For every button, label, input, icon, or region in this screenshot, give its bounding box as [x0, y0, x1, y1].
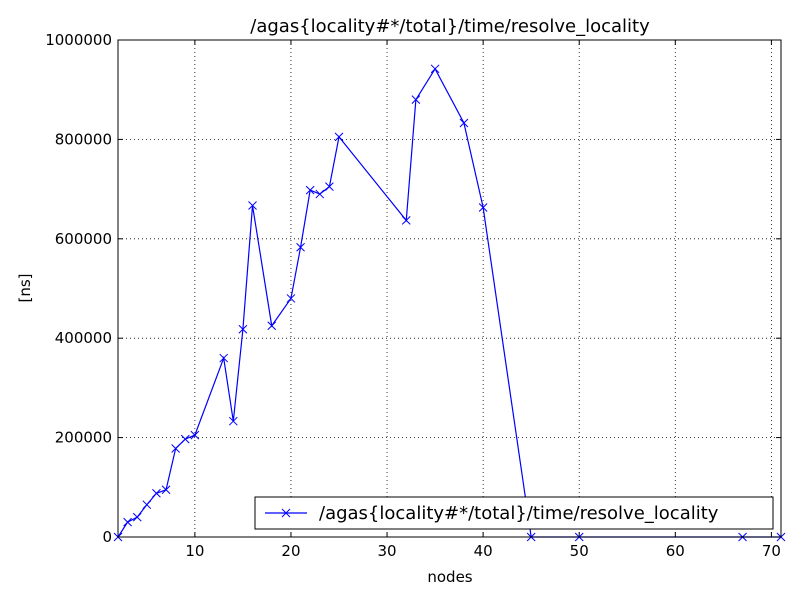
x-axis-label: nodes [427, 568, 472, 586]
data-point [132, 512, 142, 522]
data-point [459, 118, 469, 128]
data-point [171, 444, 181, 453]
data-point [267, 321, 277, 331]
x-tick-label: 40 [474, 542, 493, 560]
data-point [123, 517, 132, 527]
data-point [228, 416, 238, 426]
legend-label: /agas{locality#*/total}/time/resolve_loc… [319, 503, 719, 524]
y-tick-label: 400000 [55, 329, 112, 347]
y-axis-label: [ns] [16, 273, 34, 302]
data-point [219, 353, 229, 363]
data-point [325, 182, 334, 191]
legend-box [254, 496, 774, 530]
data-point [305, 185, 315, 195]
x-tick-label: 20 [281, 542, 300, 560]
data-point [180, 434, 190, 444]
x-tick-label: 10 [185, 542, 204, 560]
plot-frame [117, 39, 782, 538]
data-point [152, 488, 161, 498]
data-point [286, 294, 296, 303]
x-tick-label: 30 [377, 542, 396, 560]
data-point [411, 95, 421, 104]
y-tick-label: 1000000 [45, 31, 112, 49]
data-point [401, 216, 411, 225]
data-point [430, 64, 440, 74]
chart-title: /agas{locality#*/total}/time/resolve_loc… [250, 16, 650, 37]
data-point [142, 500, 152, 510]
data-point [334, 132, 344, 142]
legend: /agas{locality#*/total}/time/resolve_loc… [254, 496, 774, 530]
data-point [315, 189, 325, 199]
data-point [478, 203, 488, 212]
plot [113, 64, 786, 542]
data-point [238, 324, 248, 334]
legend-marker [281, 508, 291, 518]
x-tick-label: 50 [570, 542, 589, 560]
y-tick-label: 200000 [55, 429, 112, 447]
y-tick-label: 600000 [55, 230, 112, 248]
grid: 10 20 30 40 50 60 70 0 200000 400000 600000 800000 1… [45, 31, 781, 560]
x-tick-label: 70 [762, 542, 781, 560]
data-point [161, 485, 171, 495]
data-point [190, 430, 200, 440]
data-point [248, 201, 257, 210]
y-tick-label: 800000 [55, 130, 112, 148]
data-point [296, 242, 305, 252]
y-tick-label: 0 [102, 528, 112, 546]
x-tick-label: 60 [666, 542, 685, 560]
